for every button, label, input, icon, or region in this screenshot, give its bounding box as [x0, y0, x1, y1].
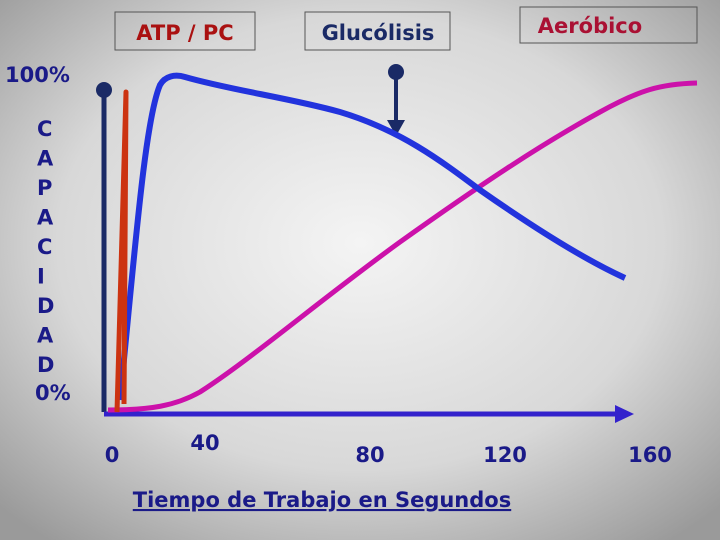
- y-letter: D: [37, 294, 54, 318]
- y-letter: A: [37, 206, 54, 230]
- box-atp: [114, 11, 256, 51]
- x-tick-label: 40: [190, 431, 219, 455]
- x-axis-title: Tiempo de Trabajo en Segundos: [133, 488, 511, 512]
- glycolysis-curve: [117, 72, 627, 401]
- x-tick-label: 80: [355, 443, 384, 467]
- y-letter: C: [37, 117, 52, 141]
- y-letter: P: [37, 176, 52, 200]
- x-tick-label: 160: [628, 443, 672, 467]
- y-letter: C: [37, 235, 52, 259]
- label-aerobico: Aeróbico: [538, 14, 642, 38]
- label-atp: ATP / PC: [136, 21, 233, 45]
- y-letter: A: [37, 324, 54, 348]
- box-aerobico: [519, 6, 698, 44]
- atp-curve: [114, 89, 129, 413]
- arrow-head: [387, 120, 405, 136]
- y-letter: I: [37, 265, 45, 289]
- y-axis-dot: [96, 82, 112, 98]
- y-top-label: 100%: [5, 63, 70, 87]
- label-glucolisis: Glucólisis: [322, 21, 435, 45]
- x-axis-arrow: [615, 405, 634, 423]
- x-tick-label: 120: [483, 443, 527, 467]
- x-ticks: 0 40 80 120 160: [105, 431, 672, 467]
- y-letter: D: [37, 353, 54, 377]
- box-glucolisis: [304, 11, 451, 51]
- y-bottom-label: 0%: [35, 381, 71, 405]
- arrow-dot: [388, 64, 404, 80]
- y-letter: A: [37, 147, 54, 171]
- aerobic-curve: [107, 80, 698, 413]
- x-tick-label: 0: [105, 443, 120, 467]
